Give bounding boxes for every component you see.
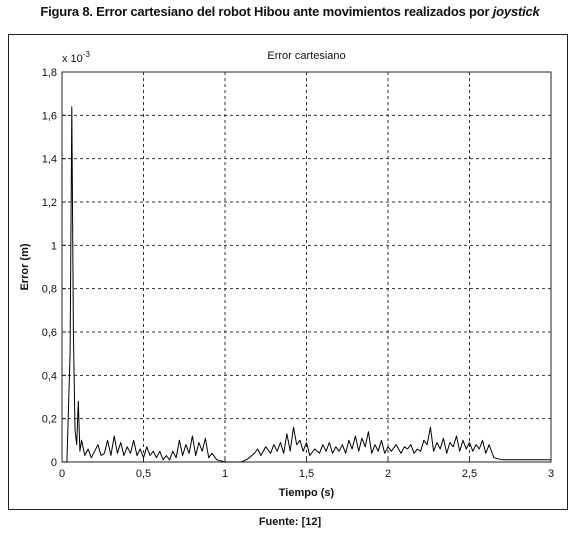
figure-title: Figura 8. Error cartesiano del robot Hib… — [0, 4, 580, 19]
y-tick-label: 1,4 — [42, 154, 57, 166]
y-tick-label: 1,6 — [42, 110, 57, 122]
chart-frame: 0 0,5 1 1,5 2 2,5 3 0 0,2 0,4 0,6 0,8 1 1,2 1,4 1,6 1,8 E… — [8, 34, 568, 510]
y-tick-label: 0,2 — [42, 414, 57, 426]
figure-title-text: Figura 8. Error cartesiano del robot Hib… — [40, 4, 493, 19]
y-axis-label: Error (m) — [19, 243, 31, 290]
x-tick-label: 0,5 — [136, 468, 151, 480]
line-chart: 0 0,5 1 1,5 2 2,5 3 0 0,2 0,4 0,6 0,8 1 1,2 1,4 1,6 1,8 E… — [19, 50, 554, 499]
error-series-line — [62, 106, 551, 463]
y-tick-label: 1,8 — [42, 67, 57, 79]
chart-title: Error cartesiano — [267, 50, 345, 62]
y-tick-label: 0,4 — [42, 370, 57, 382]
y-tick-label: 0,8 — [42, 284, 57, 296]
x-tick-label: 1,5 — [299, 468, 314, 480]
x-tick-label: 2 — [385, 468, 391, 480]
figure-title-italic: joystick — [492, 4, 540, 19]
y-tick-label: 0,6 — [42, 327, 57, 339]
x-tick-label: 2,5 — [462, 468, 477, 480]
x-axis-label: Tiempo (s) — [279, 487, 335, 499]
x-tick-label: 1 — [222, 468, 228, 480]
x-tick-label: 0 — [59, 468, 65, 480]
figure-source: Fuente: [12] — [258, 516, 322, 528]
y-tick-label: 0 — [51, 457, 57, 469]
y-tick-label: 1,2 — [42, 197, 57, 209]
y-multiplier-label: x 10-3 — [62, 50, 90, 65]
y-tick-label: 1 — [51, 240, 57, 252]
x-tick-label: 3 — [548, 468, 554, 480]
